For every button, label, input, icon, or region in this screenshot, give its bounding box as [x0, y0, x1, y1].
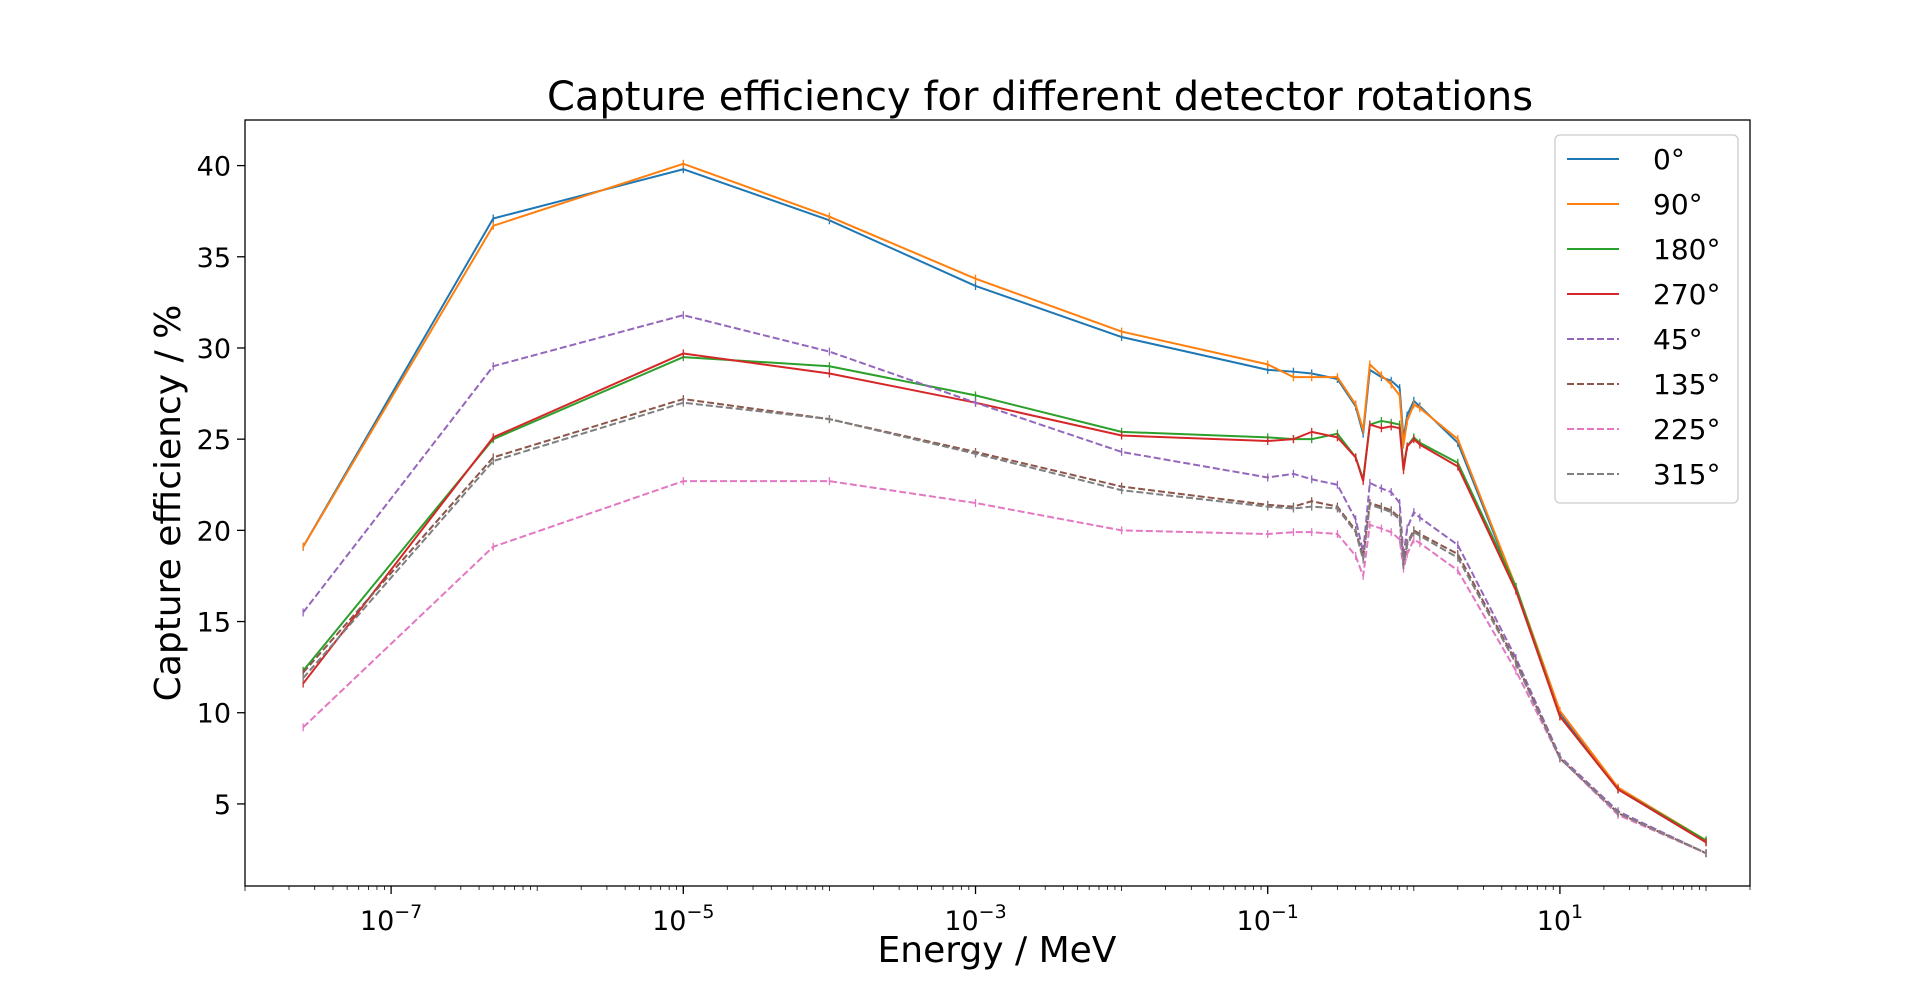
y-tick-label: 25 [197, 425, 231, 456]
series-line [302, 401, 1707, 855]
x-axis: 10−7 10−5 10−3 10−1 101 [244, 886, 1751, 937]
y-tick-label: 35 [197, 243, 231, 274]
legend-label: 315° [1653, 458, 1720, 491]
legend-item: 90° [1567, 188, 1703, 221]
series-6 [302, 395, 1707, 858]
y-tick-label: 10 [197, 699, 231, 730]
series-1 [302, 165, 1707, 847]
y-axis-label: Capture efficiency / % [148, 305, 189, 702]
legend-label: 180° [1653, 233, 1720, 266]
x-tick-label: 10−3 [944, 901, 1006, 937]
series-line [302, 398, 1707, 855]
series-4 [302, 349, 1707, 847]
plot-area [302, 159, 1707, 858]
series-line [302, 162, 1707, 842]
y-axis: 5 10 15 20 25 30 35 40 [197, 152, 245, 821]
series-3 [302, 353, 1707, 845]
plot-frame [244, 119, 1751, 887]
legend-item: 180° [1567, 233, 1720, 266]
series-5 [302, 311, 1707, 858]
legend-label: 270° [1653, 278, 1720, 311]
series-line [302, 168, 1707, 844]
x-tick-label: 101 [1537, 901, 1583, 937]
legend-item: 135° [1567, 368, 1720, 401]
x-tick-label: 10−5 [652, 901, 714, 937]
legend-item: 45° [1567, 323, 1703, 356]
legend-label: 135° [1653, 368, 1720, 401]
series-2 [302, 159, 1707, 845]
x-axis-label: Energy / MeV [878, 930, 1117, 971]
legend-item: 270° [1567, 278, 1720, 311]
legend-item: 0° [1567, 143, 1685, 176]
y-tick-label: 15 [197, 608, 231, 639]
legend-label: 0° [1653, 143, 1685, 176]
series-8 [302, 398, 1707, 858]
legend-box [1554, 134, 1739, 504]
legend-label: 45° [1653, 323, 1703, 356]
x-tick-label: 10−7 [360, 901, 422, 937]
legend-item: 225° [1567, 413, 1720, 446]
legend: 0° 90° 180° 270° 45° 135° 225° 315° [1554, 134, 1739, 504]
y-tick-label: 30 [197, 334, 231, 365]
series-line [302, 352, 1707, 844]
legend-label: 90° [1653, 188, 1703, 221]
y-tick-label: 5 [214, 790, 231, 821]
series-line [302, 314, 1707, 855]
x-tick-label: 10−1 [1237, 901, 1299, 937]
legend-label: 225° [1653, 413, 1720, 446]
y-tick-label: 20 [197, 516, 231, 547]
legend-item: 315° [1567, 458, 1720, 491]
y-tick-label: 40 [197, 152, 231, 183]
series-line [302, 356, 1707, 842]
chart-title: Capture efficiency for different detecto… [547, 74, 1533, 120]
